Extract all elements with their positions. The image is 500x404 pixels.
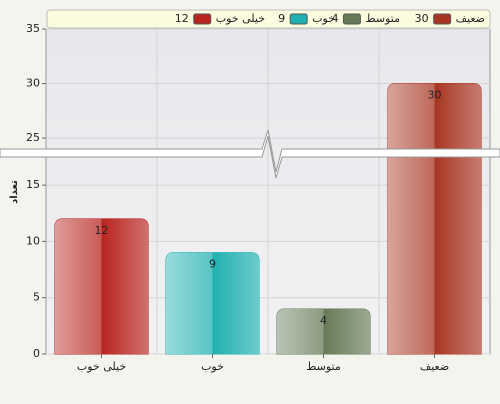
legend-value: 12 — [175, 12, 189, 25]
legend-value: 4 — [331, 12, 338, 25]
x-tick-label: خیلی خوب — [77, 360, 126, 373]
y-tick-label: 25 — [26, 131, 40, 144]
axis-break — [0, 129, 500, 179]
bar-shine — [276, 308, 371, 354]
legend-box — [46, 9, 491, 29]
legend-value: 30 — [415, 12, 429, 25]
y-tick-label: 0 — [33, 347, 40, 360]
x-tick-label: خوب — [201, 360, 224, 373]
x-tick-label: ضعیف — [420, 360, 449, 373]
value-label: 12 — [95, 224, 109, 237]
y-tick-label: 10 — [26, 234, 40, 247]
legend-swatch — [289, 13, 308, 25]
value-label: 30 — [428, 89, 442, 102]
y-tick-label: 30 — [26, 77, 40, 90]
bar-shine — [165, 252, 260, 354]
legend-label: خیلی خوب — [216, 12, 265, 25]
value-label: 9 — [209, 258, 216, 271]
x-tick-label: متوسط — [306, 360, 341, 373]
y-tick-label: 5 — [33, 291, 40, 304]
bar-shine — [54, 218, 149, 354]
legend-value: 9 — [278, 12, 285, 25]
legend-label: متوسط — [365, 12, 400, 25]
y-axis-label: تعداد — [9, 180, 20, 204]
bar-shine — [387, 83, 482, 354]
legend-label: خوب — [312, 12, 335, 25]
legend-label: ضعیف — [456, 12, 485, 25]
legend-swatch — [342, 13, 361, 25]
legend-swatch — [193, 13, 212, 25]
y-tick-label: 15 — [26, 178, 40, 191]
y-tick-label: 35 — [26, 22, 40, 35]
legend-swatch — [433, 13, 452, 25]
value-label: 4 — [320, 314, 327, 327]
